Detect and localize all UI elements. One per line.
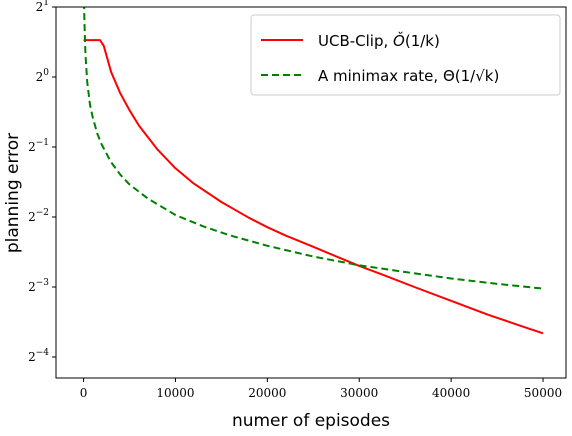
x-tick-label: 50000 [524,386,562,400]
legend-label-minimax: A minimax rate, Θ(1/√k) [318,67,499,85]
legend-box [250,14,561,96]
series-line-1 [83,7,544,290]
y-tick-label: 2−3 [28,278,49,294]
plot-frame [55,6,567,379]
legend-label-ucb-clip-symbol: Ǒ [393,31,405,50]
y-tick-label: 2−4 [28,348,49,364]
y-axis: 2−4 2−3 2−2 2−1 20 21 [28,0,56,364]
x-tick-label: 10000 [156,386,194,400]
legend-label-minimax-prefix: A minimax rate, [318,67,443,85]
x-tick-label: 40000 [432,386,470,400]
legend-label-ucb-clip-rest: (1/k) [405,32,440,50]
x-tick-label: 0 [80,386,88,400]
y-tick-label: 21 [36,0,49,14]
legend: UCB-Clip, Ǒ(1/k) A minimax rate, Θ(1/√k) [250,14,561,96]
x-tick-label: 30000 [340,386,378,400]
y-axis-title: planning error [3,133,23,253]
series-layer [83,7,544,335]
x-tick-label: 20000 [248,386,286,400]
legend-label-minimax-rest: (1/√k) [455,67,500,85]
y-tick-label: 20 [36,68,50,84]
y-tick-label: 2−1 [28,138,49,154]
x-axis-title: numer of episodes [232,411,390,431]
y-tick-label: 2−2 [28,208,49,224]
legend-label-minimax-symbol: Θ [443,67,455,85]
series-line-0 [83,39,544,335]
x-axis: 0 10000 20000 30000 40000 50000 [80,378,562,400]
legend-label-ucb-clip: UCB-Clip, Ǒ(1/k) [318,31,440,50]
legend-label-ucb-clip-prefix: UCB-Clip, [318,32,393,50]
